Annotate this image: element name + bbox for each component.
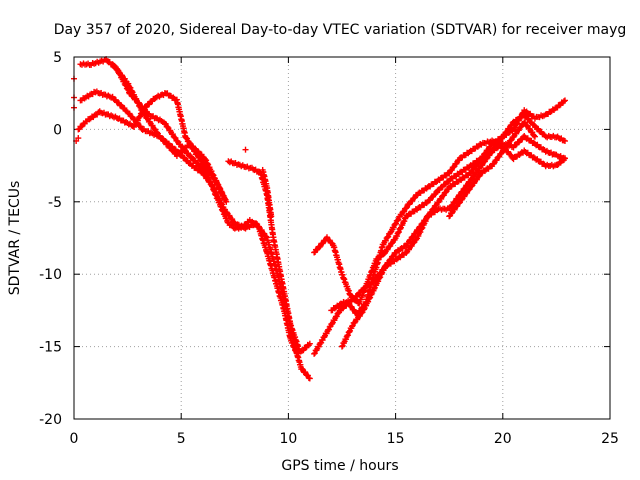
data-point xyxy=(192,145,199,152)
data-point xyxy=(154,129,161,136)
x-tick-label: 15 xyxy=(387,431,405,447)
y-tick-label: -5 xyxy=(48,195,62,211)
series-track-8 xyxy=(311,137,568,357)
chart-title: Day 357 of 2020, Sidereal Day-to-day VTE… xyxy=(54,22,627,38)
data-point xyxy=(223,209,230,216)
series-track-2 xyxy=(77,88,313,382)
x-tick-label: 25 xyxy=(601,431,619,447)
series-track-3 xyxy=(75,90,230,205)
y-tick-label: -10 xyxy=(39,267,62,283)
x-tick-label: 0 xyxy=(70,431,79,447)
data-point xyxy=(127,84,134,91)
tick-layer: 0 5 10 15 20 25 5 0 -5 -10 -15 -20 xyxy=(39,50,619,447)
y-tick-label: -15 xyxy=(39,340,62,356)
y-tick-label: 5 xyxy=(53,50,62,66)
y-tick-label: 0 xyxy=(53,122,62,138)
data-point xyxy=(137,113,144,120)
series-track-4 xyxy=(109,61,230,205)
data-point xyxy=(144,115,151,122)
data-point xyxy=(152,126,159,133)
data-point xyxy=(223,198,230,205)
y-tick-label: -20 xyxy=(39,412,62,428)
series-track-7 xyxy=(311,132,568,307)
data-point xyxy=(201,172,208,179)
data-point xyxy=(253,220,260,227)
data-point xyxy=(128,88,135,95)
x-tick-label: 20 xyxy=(494,431,512,447)
data-point xyxy=(242,146,249,153)
data-point xyxy=(162,120,169,127)
series-track-5 xyxy=(225,158,303,353)
data-point xyxy=(263,233,270,240)
data-layer xyxy=(71,56,568,382)
series-track-1 xyxy=(77,56,313,357)
data-point xyxy=(116,69,123,76)
y-axis-label: SDTVAR / TECUs xyxy=(7,181,23,296)
data-point xyxy=(187,153,194,160)
data-point xyxy=(135,100,142,107)
x-axis-label: GPS time / hours xyxy=(281,458,398,474)
data-point xyxy=(306,340,313,347)
data-point xyxy=(164,124,171,131)
x-tick-label: 5 xyxy=(177,431,186,447)
x-tick-label: 10 xyxy=(279,431,297,447)
data-point xyxy=(306,375,313,382)
data-point xyxy=(142,112,149,119)
